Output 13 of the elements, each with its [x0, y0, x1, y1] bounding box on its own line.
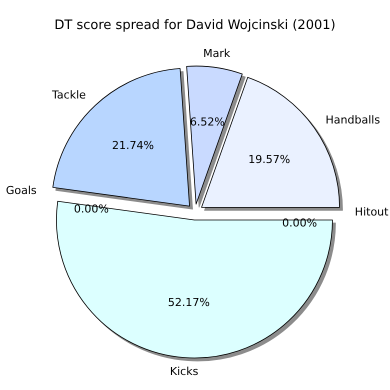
data-label: 52.17%	[168, 296, 210, 310]
data-label: 6.52%	[190, 116, 225, 129]
text: 0.00%	[74, 202, 109, 216]
slice-label: Mark	[203, 47, 231, 60]
slice-label: Kicks	[170, 364, 199, 378]
text: 0.00%	[282, 216, 318, 230]
category-label: Hitout	[354, 206, 388, 218]
category-label: Goals	[6, 184, 37, 197]
chart-title: DT score spread for David Wojcinski (2001)	[54, 18, 336, 33]
data-label: 19.57%	[248, 153, 290, 166]
slice-label: Tackle	[51, 88, 86, 102]
slice-label: Handballs	[326, 113, 380, 126]
data-label: 21.74%	[112, 139, 154, 152]
